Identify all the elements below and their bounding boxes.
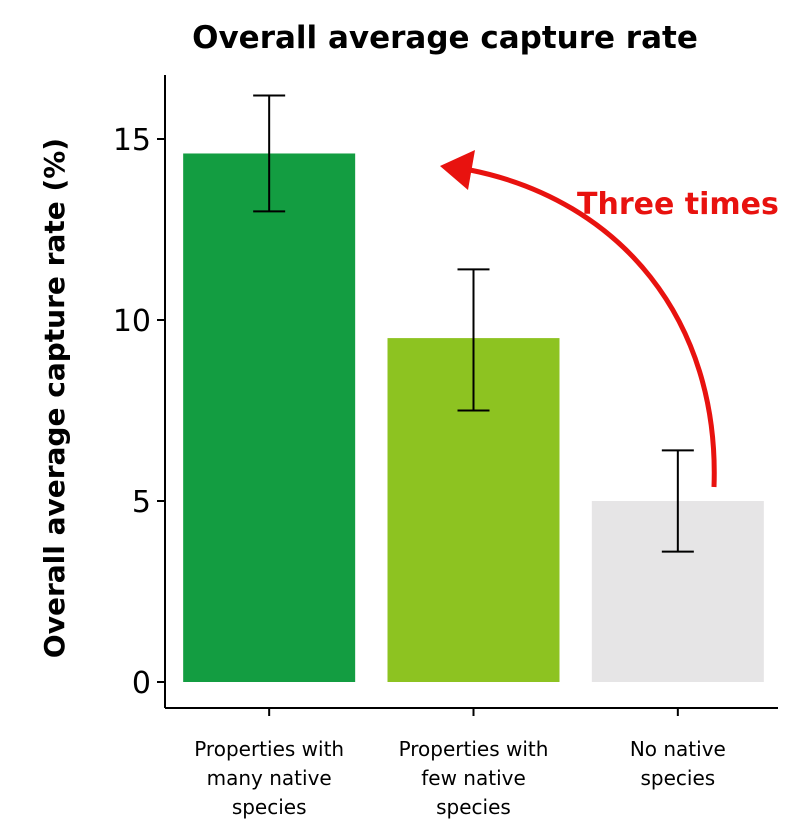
bars-group — [183, 153, 764, 683]
y-axis-label: Overall average capture rate (%) — [38, 138, 71, 658]
x-tick-label-1: Properties with many native species — [194, 737, 344, 819]
chart-title: Overall average capture rate — [192, 20, 698, 56]
bar-1 — [183, 153, 356, 683]
annotation-label: Three times — [577, 187, 779, 222]
error-bars-group — [253, 94, 694, 553]
y-tick-label-5: 5 — [132, 485, 151, 520]
annotation-arrowhead — [440, 150, 475, 190]
y-tick-label-0: 0 — [132, 666, 151, 701]
axes-group: 0 5 10 15 Properties with many native species P… — [113, 75, 778, 819]
annotation-arrow — [469, 167, 717, 488]
annotation-group: Three times — [440, 150, 779, 488]
y-tick-label-15: 15 — [113, 123, 151, 158]
x-tick-label-3: No native species — [630, 737, 726, 790]
y-tick-label-10: 10 — [113, 304, 151, 339]
x-tick-label-2: Properties with few native species — [399, 737, 549, 819]
